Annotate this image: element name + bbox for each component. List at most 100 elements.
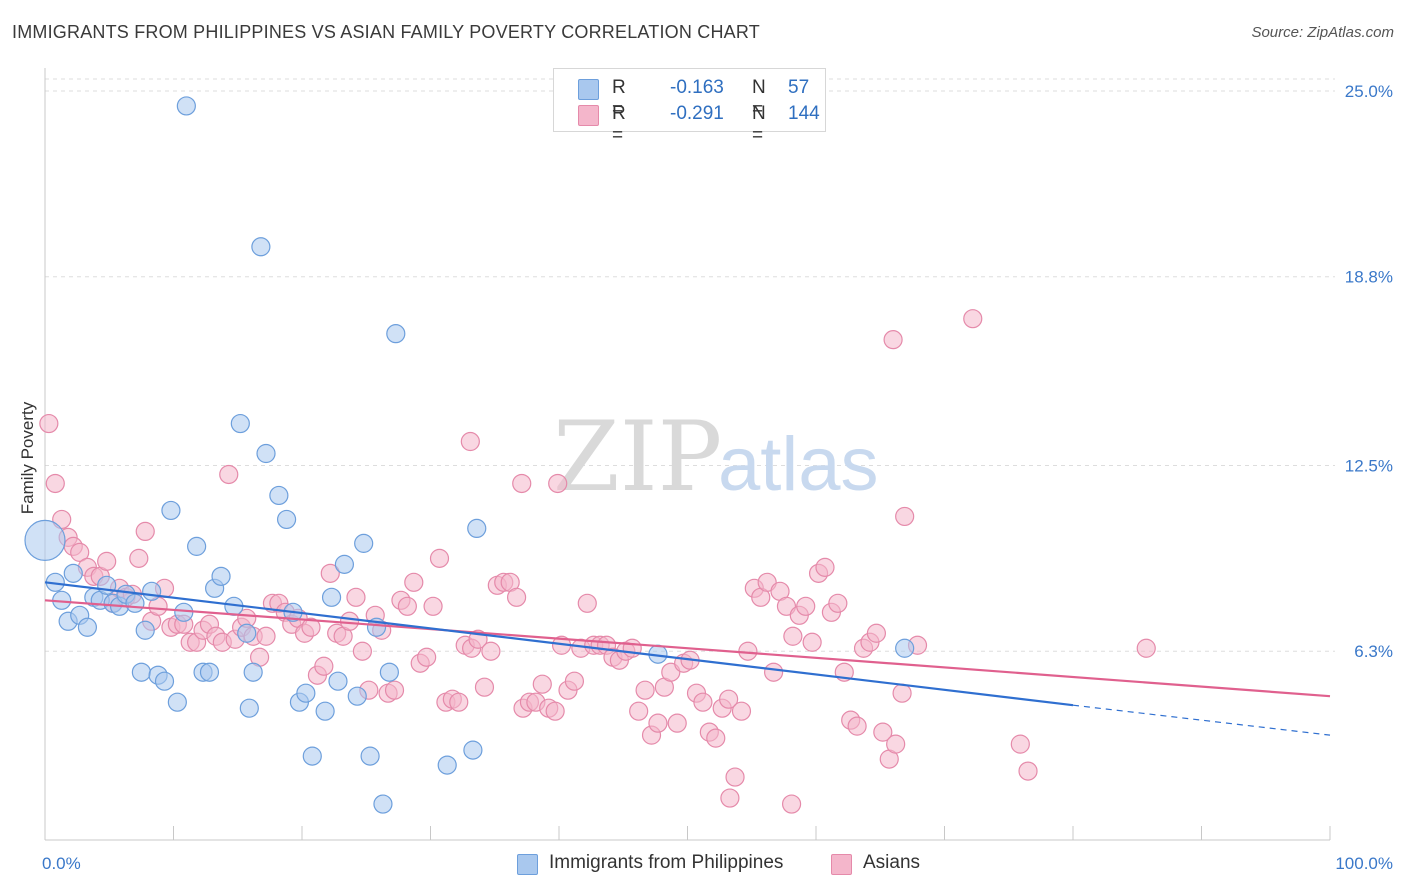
asians-point — [548, 473, 568, 494]
asians-point — [397, 596, 417, 616]
philippines-point — [161, 500, 181, 521]
asians-points — [39, 309, 1156, 814]
watermark-zip: ZIP — [553, 401, 722, 513]
asians-point — [481, 641, 501, 661]
philippines-point — [176, 96, 196, 116]
philippines-point — [276, 509, 297, 530]
philippines-point — [230, 413, 250, 434]
asians-point — [564, 671, 585, 691]
asians-point — [667, 713, 687, 733]
philippines-point — [154, 671, 175, 691]
asians-point — [892, 683, 912, 703]
gridlines — [45, 78, 1335, 652]
legend-n-label: N = — [752, 103, 766, 146]
legend-r-label: R = — [612, 103, 626, 146]
legend-swatch-asians — [578, 105, 599, 126]
asians-point — [39, 413, 59, 434]
asians-point — [895, 506, 915, 527]
asians-point — [886, 734, 906, 754]
asians-point — [512, 473, 532, 494]
trend-lines — [44, 581, 1331, 736]
philippines-point — [63, 563, 83, 583]
philippines-point — [315, 701, 335, 721]
philippines-point — [347, 686, 367, 706]
asians-point — [256, 626, 276, 646]
philippines-point — [135, 620, 155, 640]
asians-point — [1018, 761, 1038, 781]
asians-point — [352, 641, 372, 661]
asians-point — [129, 548, 149, 568]
source-label: Source: ZipAtlas.com — [1251, 24, 1394, 41]
y-tick-label: 6.3% — [1354, 642, 1393, 661]
x-tick-label-min: 0.0% — [42, 854, 81, 873]
philippines-point — [328, 671, 348, 691]
philippines-point — [895, 638, 915, 658]
asians-point — [731, 701, 752, 721]
asians-point — [97, 551, 117, 571]
philippines-point — [239, 698, 259, 718]
philippines-point — [125, 593, 145, 613]
philippines-point — [237, 623, 257, 643]
philippines-point — [131, 662, 151, 682]
asians-point — [301, 617, 321, 637]
asians-point — [866, 623, 886, 643]
legend-n-value: 57 — [788, 77, 810, 98]
asians-point — [417, 647, 437, 667]
legend-swatch-philippines — [578, 79, 599, 100]
philippines-points — [24, 96, 915, 814]
asians-point — [763, 662, 784, 682]
philippines-point — [379, 662, 399, 682]
philippines-point — [142, 581, 162, 601]
asians-point — [622, 638, 642, 658]
asians-trend-line — [44, 599, 1331, 698]
asians-point — [963, 309, 983, 329]
philippines-point — [199, 662, 220, 682]
y-axis-label: Family Poverty — [18, 401, 37, 515]
philippines-point — [437, 755, 457, 775]
asians-point — [429, 548, 450, 568]
asians-point — [1136, 638, 1156, 658]
asians-point — [796, 596, 816, 616]
philippines-point — [386, 324, 406, 344]
asians-point — [719, 689, 739, 709]
asians-point — [693, 692, 713, 712]
bottom-legend-swatch-philippines — [517, 854, 538, 875]
asians-point — [545, 701, 565, 721]
philippines-point — [334, 554, 355, 574]
philippines-point — [97, 575, 117, 595]
x-tick-label-max: 100.0% — [1335, 854, 1393, 873]
asians-point — [783, 626, 803, 646]
legend-n-value: 144 — [788, 103, 820, 124]
asians-point — [847, 716, 867, 736]
asians-point — [339, 611, 360, 631]
philippines-point — [360, 746, 380, 766]
philippines-point — [302, 746, 322, 766]
philippines-point — [174, 602, 194, 622]
philippines-point — [354, 533, 374, 553]
asians-point — [70, 542, 90, 562]
asians-point — [781, 794, 802, 814]
watermark-atlas: atlas — [718, 422, 879, 507]
asians-point — [320, 563, 340, 583]
legend-r-label: R = — [612, 77, 626, 120]
asians-point — [815, 557, 835, 577]
asians-point — [1010, 734, 1030, 754]
correlation-legend: R = -0.163 N = 57 R = -0.291 N = 144 — [553, 68, 826, 146]
philippines-point — [256, 443, 276, 464]
asians-point — [314, 656, 334, 676]
philippines-point — [211, 566, 231, 586]
asians-point — [883, 330, 903, 350]
philippines-point — [251, 237, 271, 257]
watermark: ZIP atlas — [553, 401, 879, 513]
y-tick-label: 25.0% — [1345, 82, 1393, 101]
asians-point — [135, 521, 155, 542]
tick-labels: 6.3% 12.5% 18.8% 25.0% 0.0% 100.0% — [42, 82, 1393, 873]
asians-point — [706, 728, 726, 748]
philippines-point — [467, 518, 487, 539]
axes — [44, 68, 1331, 841]
asians-point — [725, 767, 745, 787]
bottom-legend-label: Immigrants from Philippines — [549, 852, 784, 873]
asians-point — [384, 680, 405, 700]
chart-title: IMMIGRANTS FROM PHILIPPINES VS ASIAN FAM… — [12, 22, 760, 42]
